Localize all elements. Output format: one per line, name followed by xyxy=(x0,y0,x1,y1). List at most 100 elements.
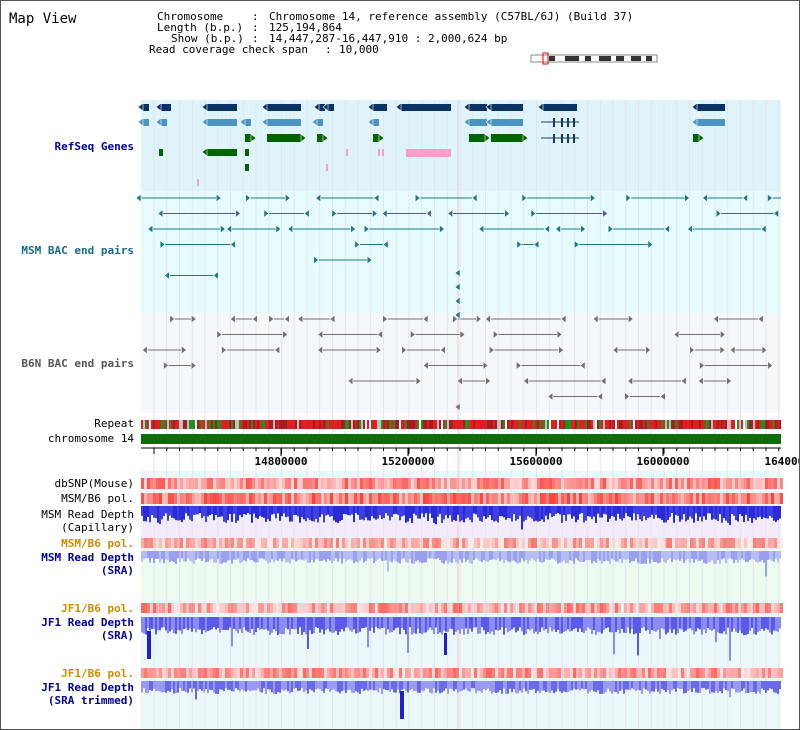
jf1-depth-sra-bar xyxy=(737,617,739,633)
msm-b6-pol-cell xyxy=(537,493,540,504)
jf1-depth-sra-bar xyxy=(451,617,453,629)
jf1-depth-trim-bar xyxy=(281,681,283,690)
track-label-repeat[interactable]: Repeat xyxy=(94,417,134,430)
jf1-b6-pol-2-cell xyxy=(246,668,249,678)
msm-depth-sra-bar xyxy=(231,551,233,564)
track-label-b6n-bac[interactable]: B6N BAC end pairs xyxy=(21,357,134,370)
msm-b6-pol-2-cell xyxy=(615,538,618,548)
jf1-b6-pol-cell xyxy=(345,603,348,613)
msm-depth-cap-bar xyxy=(461,506,463,521)
msm-depth-sra-bar xyxy=(455,551,457,563)
msm-bac-end xyxy=(516,239,523,250)
track-label-jf1-depth-trim[interactable]: JF1 Read Depth xyxy=(41,681,134,694)
jf1-depth-trim-bar xyxy=(159,681,161,692)
repeat-segment xyxy=(683,420,685,429)
msm-depth-cap-bar xyxy=(237,506,239,521)
msm-depth-cap-bar xyxy=(235,506,237,523)
msm-b6-pol-cell xyxy=(318,493,321,504)
jf1-depth-trim-bar xyxy=(305,681,307,691)
jf1-b6-pol-2-cell xyxy=(642,668,645,678)
jf1-depth-trim-bar xyxy=(533,681,535,689)
track-label-jf1-b6-pol-2[interactable]: JF1/B6 pol. xyxy=(61,667,134,680)
repeat-segment xyxy=(173,420,175,429)
b6n-bac-end xyxy=(712,314,719,324)
dbsnp-cell xyxy=(342,478,345,489)
jf1-b6-pol-cell xyxy=(672,603,675,613)
jf1-b6-pol-cell xyxy=(780,603,783,613)
msm-b6-pol-cell xyxy=(777,493,780,504)
coverage-label: Read coverage check span xyxy=(149,43,308,56)
msm-b6-pol-2-cell xyxy=(201,538,204,548)
refseq-gene xyxy=(245,149,249,156)
msm-depth-sra-bar xyxy=(461,551,463,563)
msm-depth-cap-bar xyxy=(371,506,373,517)
jf1-depth-sra-bar xyxy=(601,617,603,634)
jf1-depth-trim-bar xyxy=(699,681,701,693)
msm-depth-sra-bar xyxy=(247,551,249,559)
dbsnp-cell xyxy=(666,478,669,489)
track-label-msm-b6-pol[interactable]: MSM/B6 pol. xyxy=(61,492,134,505)
msm-depth-sra-bar xyxy=(421,551,423,563)
track-label-msm-bac[interactable]: MSM BAC end pairs xyxy=(21,244,134,257)
b6n-bac-end xyxy=(190,314,197,324)
msm-bac-end xyxy=(590,193,596,203)
jf1-b6-pol-2-cell xyxy=(621,668,624,678)
msm-depth-cap-bar xyxy=(319,506,321,518)
jf1-b6-pol-2-cell xyxy=(375,668,378,678)
jf1-depth-trim-bar xyxy=(539,681,541,694)
jf1-depth-trim-bar xyxy=(439,681,441,694)
dbsnp-cell xyxy=(378,478,381,489)
track-label-jf1-depth-sra[interactable]: JF1 Read Depth xyxy=(41,616,134,629)
repeat-segment xyxy=(643,420,645,429)
jf1-depth-trim-bar xyxy=(665,681,667,693)
msm-depth-sra-bar xyxy=(511,551,513,561)
msm-b6-pol-2-cell xyxy=(354,538,357,548)
track-label-msm-depth-cap[interactable]: MSM Read Depth xyxy=(41,508,134,521)
msm-depth-sra-bar xyxy=(601,551,603,564)
msm-b6-pol-2-cell xyxy=(465,538,468,548)
dbsnp-cell xyxy=(339,478,342,489)
jf1-depth-trim-bar xyxy=(155,681,157,692)
msm-b6-pol-2-cell xyxy=(555,538,558,548)
jf1-depth-sra-bar xyxy=(523,617,525,635)
msm-depth-cap-bar xyxy=(721,506,723,523)
track-label-jf1-b6-pol[interactable]: JF1/B6 pol. xyxy=(61,602,134,615)
jf1-b6-pol-cell xyxy=(771,603,774,613)
repeat-segment xyxy=(317,420,319,429)
b6n-bac-end xyxy=(190,360,197,371)
repeat-segment xyxy=(629,420,631,429)
jf1-depth-sra-bar xyxy=(433,617,435,635)
jf1-b6-pol-cell xyxy=(609,603,612,613)
jf1-b6-pol-cell xyxy=(225,603,228,613)
jf1-depth-trim-bar xyxy=(603,681,605,694)
msm-depth-cap-bar xyxy=(323,506,325,523)
jf1-depth-sra-bar xyxy=(603,617,605,631)
jf1-depth-sra-bar xyxy=(343,617,345,632)
msm-b6-pol-cell xyxy=(768,493,771,504)
jf1-b6-pol-2-cell xyxy=(144,668,147,678)
jf1-depth-trim-bar xyxy=(547,681,549,692)
refseq-exon xyxy=(553,134,555,143)
track-label-msm-depth-sra[interactable]: MSM Read Depth xyxy=(41,551,134,564)
dbsnp-cell xyxy=(654,478,657,489)
jf1-depth-sra-bar xyxy=(151,617,153,629)
jf1-depth-sra-bar xyxy=(629,617,631,634)
jf1-depth-trim-bar xyxy=(359,681,361,694)
track-label-msm-b6-pol-2[interactable]: MSM/B6 pol. xyxy=(61,537,134,550)
repeat-segment xyxy=(499,420,501,429)
msm-b6-pol-cell xyxy=(411,493,414,504)
track-label-refseq[interactable]: RefSeq Genes xyxy=(54,140,134,153)
jf1-depth-sra-bar xyxy=(713,617,715,630)
jf1-b6-pol-2-cell xyxy=(348,668,351,678)
repeat-segment xyxy=(189,420,191,429)
msm-depth-sra-bar xyxy=(603,551,605,562)
jf1-depth-sra-bar xyxy=(719,617,721,634)
jf1-b6-pol-2-cell xyxy=(174,668,177,678)
dbsnp-cell xyxy=(531,478,534,489)
jf1-b6-pol-cell xyxy=(396,603,399,613)
track-label-dbsnp[interactable]: dbSNP(Mouse) xyxy=(54,477,134,490)
repeat-segment xyxy=(493,420,495,429)
repeat-segment xyxy=(633,420,635,429)
msm-b6-pol-cell xyxy=(417,493,420,504)
